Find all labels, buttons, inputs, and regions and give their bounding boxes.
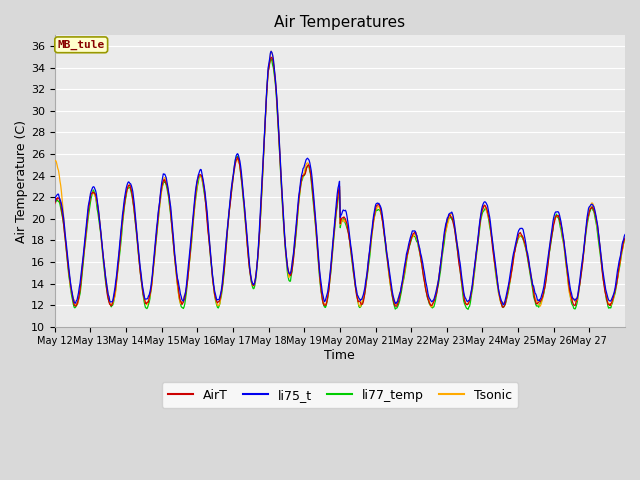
Text: MB_tule: MB_tule (58, 40, 105, 50)
Y-axis label: Air Temperature (C): Air Temperature (C) (15, 120, 28, 242)
Title: Air Temperatures: Air Temperatures (275, 15, 405, 30)
Legend: AirT, li75_t, li77_temp, Tsonic: AirT, li75_t, li77_temp, Tsonic (162, 383, 518, 408)
X-axis label: Time: Time (324, 349, 355, 362)
